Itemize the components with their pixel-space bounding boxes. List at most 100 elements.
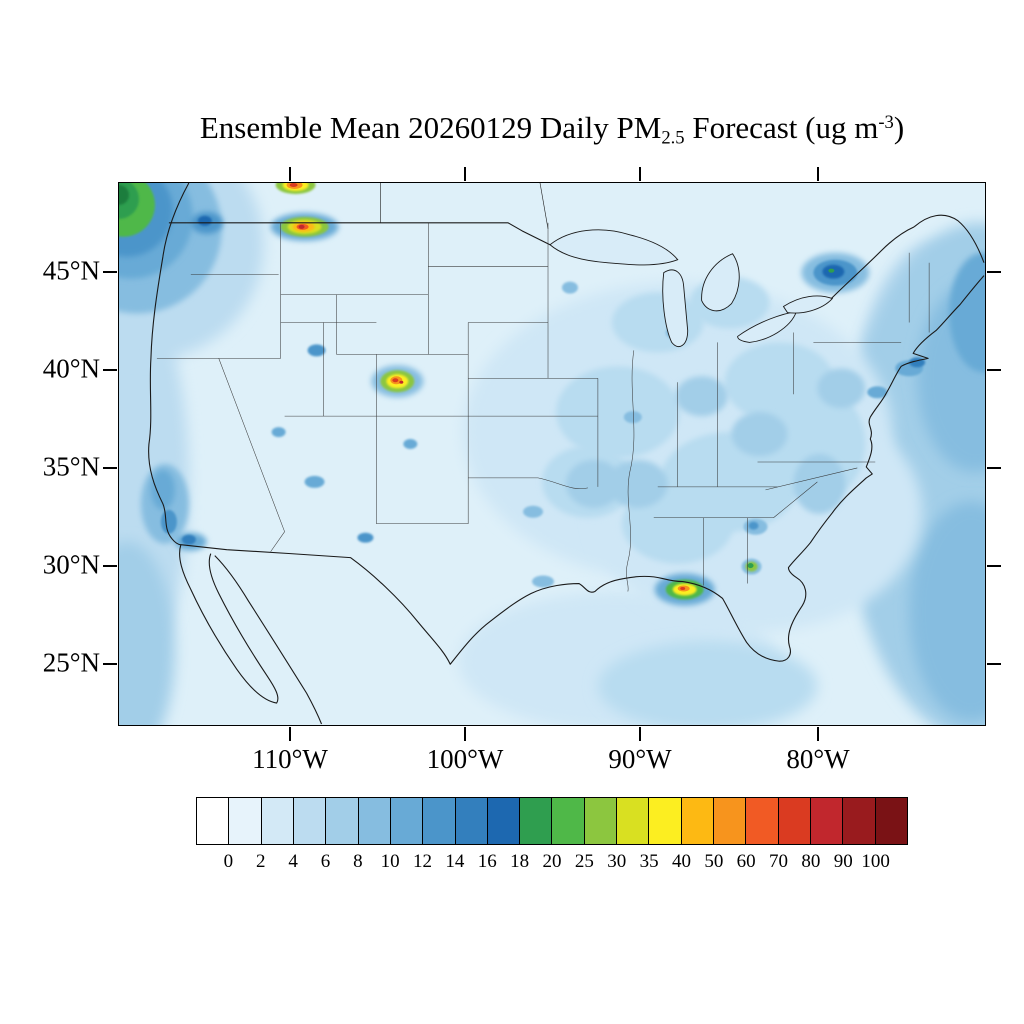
title-units-superscript: -3	[878, 111, 894, 133]
colorbar-label: 16	[477, 851, 497, 872]
canada-border-west	[168, 222, 551, 246]
colorbar-label: 20	[542, 851, 562, 872]
axis-tick	[639, 167, 641, 181]
colorbar-label: 30	[607, 851, 627, 872]
axis-tick	[987, 467, 1001, 469]
pacific-northwest-maximum	[119, 183, 264, 360]
colorbar-cell	[229, 798, 262, 844]
colorbar	[196, 797, 908, 845]
great-lakes	[549, 229, 834, 347]
lake-huron	[701, 253, 740, 312]
colorbar-cell	[649, 798, 682, 844]
california-coastal-spots	[140, 463, 207, 551]
axis-tick	[103, 369, 117, 371]
axis-tick	[817, 727, 819, 741]
hotspot-georgia	[741, 558, 762, 575]
colorbar-label: 35	[639, 851, 659, 872]
ocean-shading	[119, 222, 985, 725]
colorbar-cell	[261, 798, 294, 844]
canada-interior-line-2	[539, 183, 549, 229]
mexico-mainland-coast	[214, 555, 323, 725]
colorbar-labels: 0 2 4 6 8 10 12 14 16 18 20 25 30 35 40 50 60 70 80 90 100	[196, 851, 908, 877]
baja-peninsula	[179, 544, 279, 704]
axis-tick	[639, 727, 641, 741]
colorbar-cell	[358, 798, 391, 844]
lat-tick-label: 45°N	[42, 255, 100, 286]
colorbar-cell	[423, 798, 456, 844]
colorbar-cell	[326, 798, 359, 844]
lake-superior	[549, 229, 679, 266]
colorbar-label: 25	[574, 851, 594, 872]
lat-tick-label: 25°N	[42, 647, 100, 678]
colorbar-cell	[875, 798, 907, 844]
lat-tick-label: 40°N	[42, 353, 100, 384]
axis-tick	[289, 167, 291, 181]
colorbar-cell	[617, 798, 650, 844]
axis-tick	[103, 663, 117, 665]
colorbar-cell	[487, 798, 521, 844]
colorbar-cell	[197, 798, 230, 844]
colorbar-cell	[455, 798, 488, 844]
axis-tick	[987, 565, 1001, 567]
colorbar-label: 2	[255, 851, 266, 872]
lon-tick-label: 90°W	[608, 744, 672, 774]
axis-tick	[103, 565, 117, 567]
lake-michigan	[662, 269, 689, 347]
colorbar-cell	[520, 798, 553, 844]
colorbar-label: 6	[320, 851, 331, 872]
colorbar-cell	[778, 798, 811, 844]
title-suffix: )	[893, 110, 905, 145]
colorbar-label: 50	[704, 851, 724, 872]
lon-tick-label: 110°W	[252, 744, 328, 774]
axis-tick	[103, 467, 117, 469]
colorbar-label: 80	[801, 851, 821, 872]
colorbar-label: 90	[833, 851, 853, 872]
colorbar-label: 8	[353, 851, 363, 872]
state-boundaries	[156, 222, 930, 592]
axis-tick	[817, 167, 819, 181]
lat-tick-label: 30°N	[42, 549, 100, 580]
colorbar-cell	[584, 798, 618, 844]
colorbar-label: 18	[510, 851, 530, 872]
lake-erie	[737, 310, 798, 343]
colorbar-label: 4	[288, 851, 298, 872]
title-pm-subscript: 2.5	[661, 127, 685, 149]
axis-tick	[987, 271, 1001, 273]
urban-spots	[271, 281, 926, 588]
coastline-and-national-borders	[148, 183, 985, 725]
title-prefix: Ensemble Mean 20260129 Daily PM	[199, 110, 662, 145]
pacific-gulf-atlantic-coast	[148, 183, 985, 665]
hotspot-north-edge	[275, 183, 316, 194]
colorbar-label: 60	[736, 851, 756, 872]
hotspot-colorado	[371, 365, 424, 398]
axis-tick	[464, 167, 466, 181]
hotspot-new-york-vermont	[801, 252, 870, 293]
colorbar-cell	[681, 798, 714, 844]
colorbar-label: 70	[769, 851, 789, 872]
figure-title: Ensemble Mean 20260129 Daily PM2.5 Forec…	[118, 110, 986, 150]
axis-tick	[464, 727, 466, 741]
st-lawrence-border	[830, 226, 915, 299]
colorbar-cell	[293, 798, 327, 844]
colorbar-label: 0	[223, 851, 234, 872]
axis-tick	[103, 271, 117, 273]
colorbar-cell	[843, 798, 876, 844]
colorbar-label: 12	[413, 851, 433, 872]
lat-tick-label: 35°N	[42, 451, 100, 482]
hotspot-montana	[270, 212, 339, 241]
colorbar-cell	[390, 798, 424, 844]
colorbar-cell	[746, 798, 779, 844]
title-mid: Forecast (ug m	[684, 110, 879, 145]
axis-tick	[987, 663, 1001, 665]
colorbar-label: 100	[861, 851, 890, 872]
map-plot	[118, 182, 986, 726]
colorbar-cell	[552, 798, 585, 844]
maine-border	[913, 214, 985, 263]
hotspot-gulf-coast	[654, 573, 715, 606]
lon-tick-label: 100°W	[426, 744, 504, 774]
colorbar-cell	[810, 798, 844, 844]
axis-tick	[289, 727, 291, 741]
lake-ontario	[782, 295, 834, 314]
colorbar-label: 10	[380, 851, 400, 872]
